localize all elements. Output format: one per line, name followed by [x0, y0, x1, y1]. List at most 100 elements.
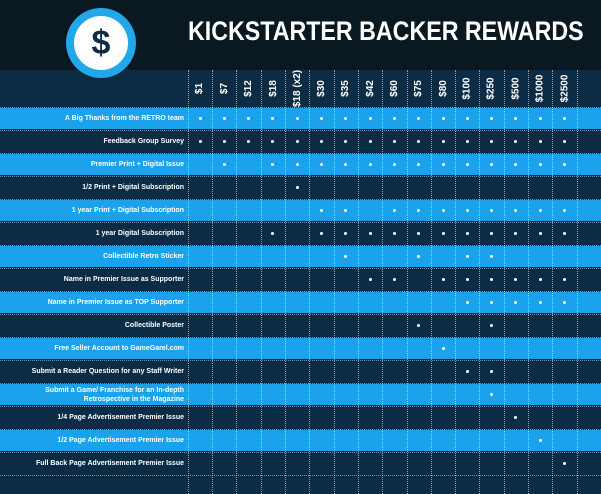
column-divider	[430, 70, 432, 494]
tier-label: $7	[218, 82, 230, 94]
included-dot	[344, 163, 348, 166]
row-divider	[0, 360, 601, 361]
included-dot	[271, 232, 275, 235]
row-divider	[0, 130, 601, 131]
included-dot	[344, 255, 348, 258]
included-dot	[465, 117, 469, 120]
row-label: Name in Premier Issue as TOP Supporter	[47, 299, 184, 306]
tier-header: $12	[237, 70, 261, 106]
row-divider	[0, 268, 601, 269]
tier-header: $18 (x2)	[285, 69, 309, 106]
column-divider	[333, 70, 335, 494]
tier-label: $80	[437, 79, 449, 97]
included-dot	[368, 278, 372, 281]
included-dot	[368, 163, 372, 166]
included-dot	[417, 163, 421, 166]
included-dot	[514, 163, 518, 166]
row-label: 1/2 Page Advertisement Premier Issue	[57, 437, 184, 444]
included-dot	[490, 117, 494, 120]
included-dot	[368, 117, 372, 120]
logo-symbol: $	[91, 24, 111, 62]
included-dot	[563, 462, 566, 465]
included-dot	[392, 278, 396, 281]
included-dot	[247, 117, 251, 120]
table-row: Submit a Reader Question for any Staff W…	[0, 361, 601, 382]
column-divider	[187, 70, 189, 494]
included-dot	[344, 117, 348, 120]
column-divider	[406, 70, 408, 494]
included-dot	[295, 117, 299, 120]
included-dot	[417, 232, 421, 235]
row-divider	[0, 291, 601, 292]
included-dot	[490, 232, 494, 235]
included-dot	[441, 140, 445, 143]
included-dot	[392, 209, 396, 212]
included-dot	[563, 232, 566, 235]
table-row: Collectible Poster	[0, 315, 601, 336]
included-dot	[392, 117, 396, 120]
column-divider	[260, 70, 262, 494]
included-dot	[490, 278, 494, 281]
included-dot	[514, 232, 518, 235]
included-dot	[563, 209, 566, 212]
logo-badge: $	[66, 8, 136, 78]
tier-label: $18	[267, 79, 279, 97]
included-dot	[465, 163, 469, 166]
included-dot	[222, 117, 226, 120]
included-dot	[198, 117, 202, 120]
included-dot	[538, 209, 542, 212]
included-dot	[320, 117, 323, 120]
tier-header: $80	[431, 70, 455, 106]
included-dot	[490, 393, 494, 396]
included-dot	[538, 232, 542, 235]
included-dot	[538, 301, 542, 304]
table-row: Premier Print + Digital Issue	[0, 154, 601, 175]
tier-label: $1	[194, 82, 206, 94]
included-dot	[490, 209, 494, 212]
row-label: Free Seller Account to GameGarel.com	[54, 345, 184, 352]
column-divider	[212, 70, 214, 494]
tier-label: $60	[388, 79, 400, 97]
table-row: A Big Thanks from the RETRO team	[0, 108, 601, 129]
included-dot	[320, 140, 323, 143]
tier-header: $75	[407, 70, 431, 106]
row-label: 1/4 Page Advertisement Premier Issue	[57, 414, 184, 421]
row-label: 1/2 Print + Digital Subscription	[82, 184, 184, 191]
included-dot	[514, 301, 518, 304]
included-dot	[514, 117, 518, 120]
tier-label: $100	[461, 76, 473, 100]
column-divider	[357, 70, 359, 494]
row-label: Full Back Page Advertisement Premier Iss…	[36, 460, 184, 467]
row-label: Collectible Poster	[124, 322, 184, 329]
row-label: Submit a Reader Question for any Staff W…	[31, 368, 184, 375]
row-divider	[0, 337, 601, 338]
included-dot	[465, 255, 469, 258]
column-divider	[479, 70, 481, 494]
tier-header: $100	[455, 70, 479, 106]
included-dot	[563, 163, 566, 166]
tier-label: $12	[243, 79, 255, 97]
tier-header: $250	[480, 70, 504, 106]
included-dot	[538, 117, 542, 120]
included-dot	[417, 209, 421, 212]
tier-label: $2500	[559, 74, 570, 102]
row-divider	[0, 153, 601, 154]
included-dot	[222, 140, 226, 143]
included-dot	[392, 140, 396, 143]
included-dot	[538, 163, 542, 166]
tier-header: $42	[358, 70, 382, 106]
included-dot	[198, 140, 202, 143]
tier-header: $500	[504, 70, 528, 106]
included-dot	[295, 186, 299, 189]
column-divider	[528, 70, 530, 494]
row-label: Premier Print + Digital Issue	[90, 161, 184, 168]
tier-label: $500	[510, 76, 522, 100]
included-dot	[465, 232, 469, 235]
tier-header: $35	[334, 70, 358, 106]
included-dot	[295, 140, 299, 143]
row-divider	[0, 383, 601, 384]
included-dot	[490, 255, 494, 258]
included-dot	[538, 278, 542, 281]
table-row: Name in Premier Issue as TOP Supporter	[0, 292, 601, 313]
included-dot	[368, 232, 372, 235]
